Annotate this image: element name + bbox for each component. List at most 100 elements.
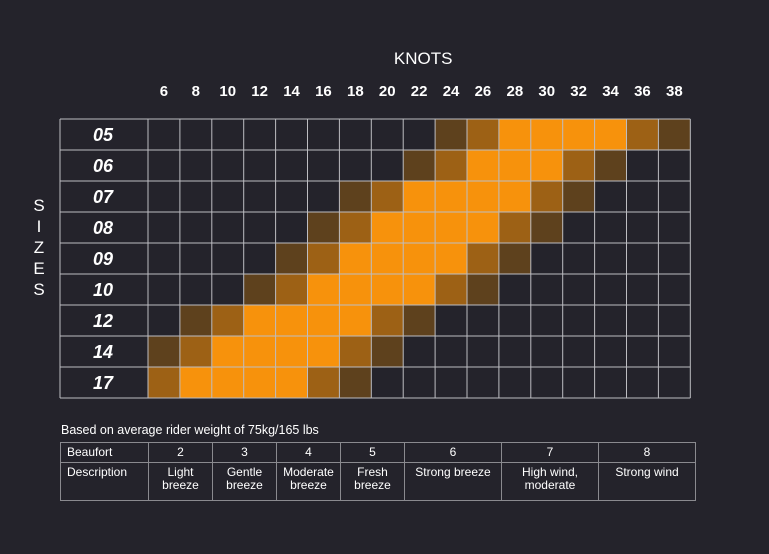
beaufort-description: High wind, moderate: [501, 462, 599, 501]
heat-cell: [307, 243, 340, 274]
heat-cell: [498, 119, 531, 150]
x-tick-label: 18: [347, 83, 364, 100]
heat-cell: [403, 150, 436, 181]
y-axis-label-letter: Z: [34, 238, 44, 257]
beaufort-description: Strong breeze: [404, 462, 502, 501]
beaufort-number: 2: [148, 442, 213, 463]
heat-cell: [307, 367, 340, 398]
heat-cell: [307, 336, 340, 367]
heat-cell: [307, 212, 340, 243]
heat-cell: [275, 367, 308, 398]
heat-cell: [339, 367, 372, 398]
heat-cell: [339, 243, 372, 274]
heat-cell: [435, 181, 467, 212]
heat-cell: [467, 181, 499, 212]
x-tick-label: 24: [443, 83, 460, 100]
x-tick-label: 14: [283, 83, 300, 100]
x-tick-label: 26: [475, 83, 492, 100]
heat-cell: [371, 336, 404, 367]
beaufort-table: Beaufort 2 3 4 5 6 7 8 Description Light…: [60, 442, 696, 501]
heat-cell: [467, 119, 499, 150]
heat-cell: [498, 212, 531, 243]
heat-cell: [307, 305, 340, 336]
heat-cell: [243, 367, 276, 398]
heat-cell: [371, 243, 404, 274]
heat-cell: [211, 336, 244, 367]
beaufort-number: 4: [276, 442, 341, 463]
heat-cell: [530, 119, 563, 150]
heat-cell: [467, 274, 499, 305]
heat-cell: [275, 274, 308, 305]
y-tick-label: 17: [93, 373, 114, 393]
heat-cell: [243, 336, 276, 367]
heat-cell: [339, 336, 372, 367]
heat-cell: [498, 181, 531, 212]
y-tick-label: 12: [93, 311, 113, 331]
heat-cell: [403, 305, 436, 336]
heat-cell: [562, 150, 595, 181]
heat-cell: [339, 212, 372, 243]
rider-weight-note: Based on average rider weight of 75kg/16…: [61, 423, 319, 437]
heat-cell: [435, 119, 467, 150]
x-tick-label: 38: [666, 83, 683, 100]
beaufort-description: Strong wind: [598, 462, 696, 501]
y-tick-label: 14: [93, 342, 113, 362]
heat-cell: [339, 274, 372, 305]
x-tick-label: 30: [538, 83, 555, 100]
heat-cell: [435, 212, 467, 243]
x-tick-label: 10: [219, 83, 236, 100]
heat-cell: [467, 212, 499, 243]
heat-cell: [403, 212, 436, 243]
chart-title: KNOTS: [394, 49, 453, 68]
heat-cell: [243, 274, 276, 305]
beaufort-number-row: Beaufort 2 3 4 5 6 7 8: [60, 442, 696, 463]
heat-cell: [275, 336, 308, 367]
x-tick-label: 12: [251, 83, 268, 100]
heat-cell: [179, 305, 212, 336]
heat-cell: [371, 212, 404, 243]
beaufort-description: Gentle breeze: [212, 462, 277, 501]
heat-cell: [371, 181, 404, 212]
beaufort-number: 7: [501, 442, 599, 463]
heat-cell: [562, 119, 595, 150]
beaufort-number: 8: [598, 442, 696, 463]
heat-cell: [179, 367, 212, 398]
heat-cell: [339, 181, 372, 212]
heat-cell: [498, 150, 531, 181]
y-tick-label: 10: [93, 280, 113, 300]
y-axis-label-letter: S: [33, 196, 44, 215]
heat-cell: [530, 150, 563, 181]
heat-cell: [371, 305, 404, 336]
y-tick-label: 07: [93, 187, 114, 207]
beaufort-description: Light breeze: [148, 462, 213, 501]
heat-cell: [403, 243, 436, 274]
beaufort-number: 5: [340, 442, 405, 463]
heat-cell: [594, 150, 627, 181]
heat-cell: [179, 336, 212, 367]
heat-cell: [435, 150, 467, 181]
heat-cell: [530, 212, 563, 243]
beaufort-label: Beaufort: [60, 442, 149, 463]
y-axis-label-letter: S: [33, 280, 44, 299]
heat-cell: [148, 336, 180, 367]
heat-cell: [148, 367, 180, 398]
x-tick-label: 28: [507, 83, 524, 100]
y-axis-label-letter: E: [33, 259, 44, 278]
heat-cell: [275, 305, 308, 336]
beaufort-description-row: Description Light breeze Gentle breeze Mod…: [60, 462, 696, 501]
heat-cell: [626, 119, 659, 150]
x-tick-label: 34: [602, 83, 619, 100]
heat-cell: [275, 243, 308, 274]
beaufort-description: Fresh breeze: [340, 462, 405, 501]
x-tick-label: 8: [192, 83, 200, 100]
heat-cell: [371, 274, 404, 305]
x-tick-label: 32: [570, 83, 587, 100]
heat-cell: [435, 243, 467, 274]
heat-cell: [530, 181, 563, 212]
beaufort-number: 3: [212, 442, 277, 463]
y-tick-label: 05: [93, 125, 114, 145]
heat-cell: [403, 274, 436, 305]
heat-cell: [594, 119, 627, 150]
x-tick-label: 6: [160, 83, 168, 100]
